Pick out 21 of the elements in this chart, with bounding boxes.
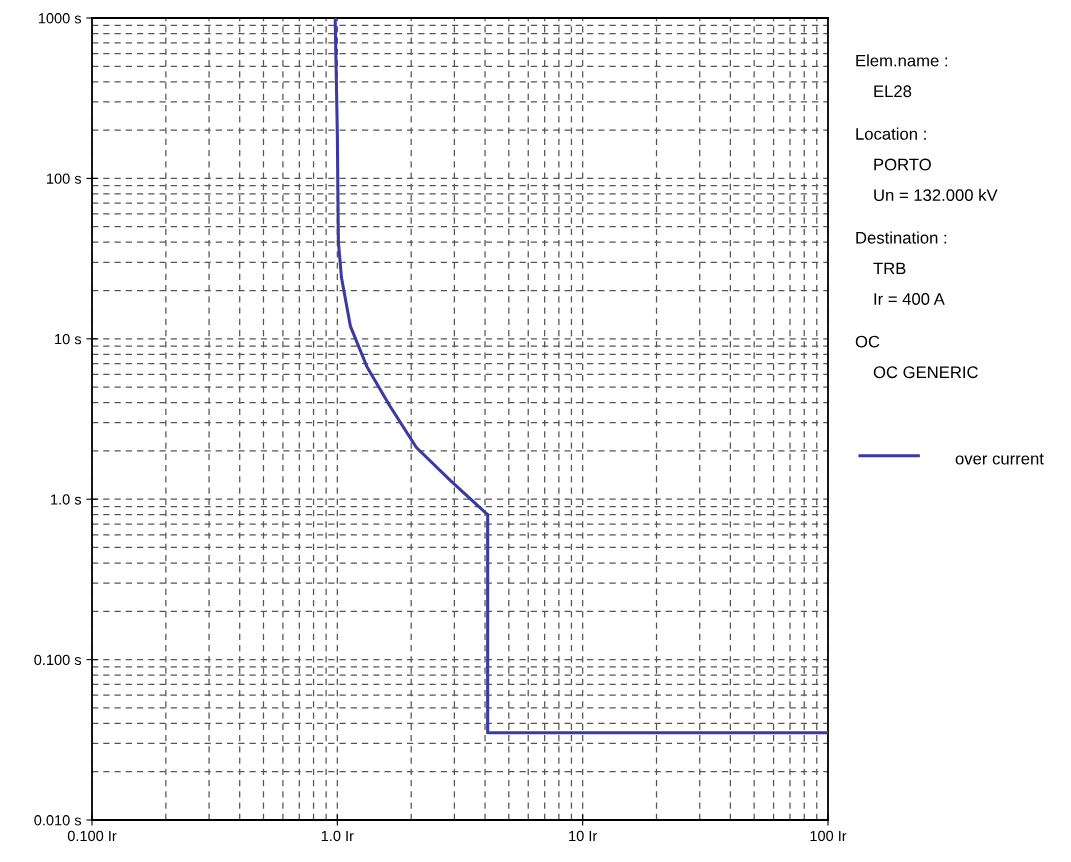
y-tick-label: 0.100 s — [34, 654, 82, 666]
text: TRB — [873, 262, 906, 275]
text: PORTO — [874, 158, 931, 171]
text: EL28 — [874, 85, 912, 98]
y-tick-label: 1000 s — [38, 13, 82, 24]
y-tick-label: 0.010 s — [34, 815, 82, 826]
text: OC GENERIC — [873, 366, 978, 379]
text: Elem.name : — [856, 54, 948, 67]
legend-label: over current — [955, 453, 1044, 465]
text: Un = 132.000 kV — [874, 188, 998, 202]
y-tick-label: 10 s — [55, 333, 82, 345]
x-tick-label: 0.100 Ir — [67, 830, 117, 842]
x-tick-label: 100 Ir — [810, 830, 847, 842]
text: Location : — [856, 127, 926, 140]
y-tick-label: 100 s — [47, 173, 82, 184]
text: OC — [855, 335, 880, 348]
x-tick-label: 10 Ir — [569, 830, 598, 842]
x-tick-label: 1.0 Ir — [321, 830, 354, 842]
y-tick-label: 1.0 s — [51, 494, 82, 505]
text: Ir = 400 A — [874, 293, 945, 305]
text: Destination : — [856, 231, 947, 244]
